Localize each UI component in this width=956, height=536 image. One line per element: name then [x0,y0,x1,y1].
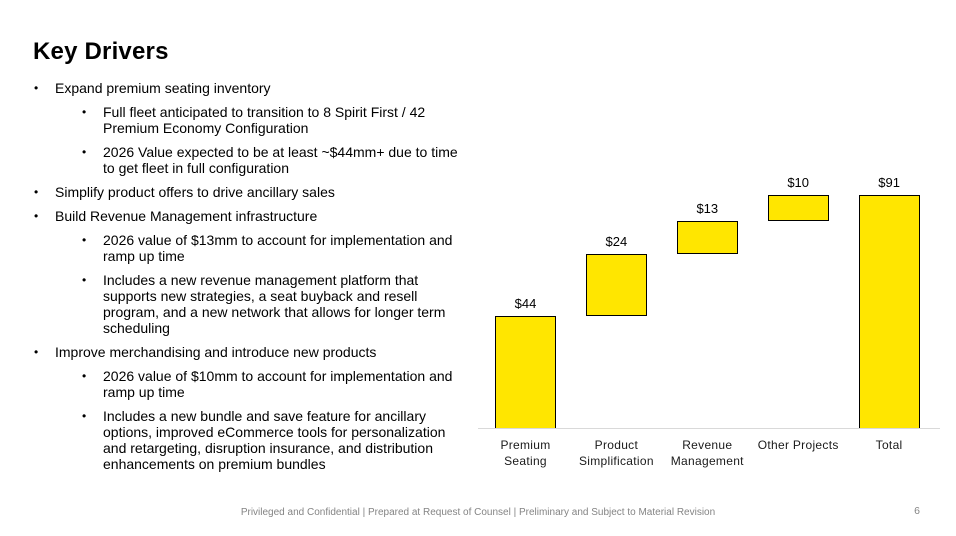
sub-bullet-item: • Includes a new bundle and save feature … [30,408,478,472]
sub-bullet-item: • 2026 Value expected to be at least ~$44… [30,144,478,176]
sub-bullet-item: • 2026 value of $10mm to account for impl… [30,368,478,400]
chart-column: $91 [844,168,935,429]
bullet-text: Includes a new bundle and save feature f… [103,408,446,472]
waterfall-bar [767,195,829,221]
sub-bullet-item: • 2026 value of $13mm to account for impl… [30,232,478,264]
page-number: 6 [914,505,920,517]
bullet-text: 2026 value of $13mm to account for imple… [103,232,453,264]
bullet-marker: • [82,273,87,287]
bullet-marker: • [34,81,39,95]
bullet-text: Simplify product offers to drive ancilla… [55,184,335,200]
category-label: Revenue Management [670,438,744,468]
page-title: Key Drivers [33,38,169,65]
bar-value-label: $44 [514,295,537,311]
bar-value-label: $91 [878,175,900,190]
bar-value-label: $24 [605,234,628,250]
bullet-text: Expand premium seating inventory [55,80,271,96]
bullet-text: Includes a new revenue management platfo… [103,272,446,336]
bullet-text: Build Revenue Management infrastructure [55,208,318,224]
bullet-item: • Improve merchandising and introduce new… [30,344,478,360]
chart-column: $13 [662,168,753,429]
waterfall-bar [495,315,556,429]
category-label: Other Projects [757,438,839,452]
bullet-marker: • [82,409,87,423]
bullet-item: • Build Revenue Management infrastructure [30,208,478,224]
waterfall-bar [858,195,920,429]
bar-value-label: $10 [787,175,810,190]
bullet-list: • Expand premium seating inventory • Full f… [30,80,478,480]
bullet-marker: • [34,209,39,223]
bar-value-label: $13 [696,200,719,216]
waterfall-bar [676,220,738,255]
bullet-marker: • [34,345,39,359]
category-label: Product Simplification [578,438,654,468]
bullet-marker: • [34,185,39,199]
sub-bullet-item: • Includes a new revenue management platf… [30,272,478,336]
bullet-marker: • [82,233,87,247]
chart-column: $24 [571,168,662,429]
bullet-text: Full fleet anticipated to transition to … [103,104,426,136]
category-label: Total [875,438,903,452]
bullet-marker: • [82,105,87,119]
chart-column: $44 [480,168,571,429]
footer-disclaimer: Privileged and Confidential | Prepared a… [240,507,716,518]
bullet-text: 2026 Value expected to be at least ~$44m… [103,144,458,176]
chart-plot-area: $44 $24 $13 $10 $91 [480,168,936,429]
bullet-text: Improve merchandising and introduce new … [55,344,377,360]
bullet-text: 2026 value of $10mm to account for imple… [103,368,453,400]
bullet-marker: • [82,145,87,159]
waterfall-bar [585,254,647,316]
waterfall-chart: $44 $24 $13 $10 $91 Premium Seating Product S… [478,168,940,478]
bullet-marker: • [82,369,87,383]
bullet-item: • Expand premium seating inventory [30,80,478,96]
x-axis-line [478,428,940,429]
category-label: Premium Seating [500,438,551,468]
sub-bullet-item: • Full fleet anticipated to transition to… [30,104,478,136]
chart-column: $10 [753,168,844,429]
bullet-item: • Simplify product offers to drive ancill… [30,184,478,200]
